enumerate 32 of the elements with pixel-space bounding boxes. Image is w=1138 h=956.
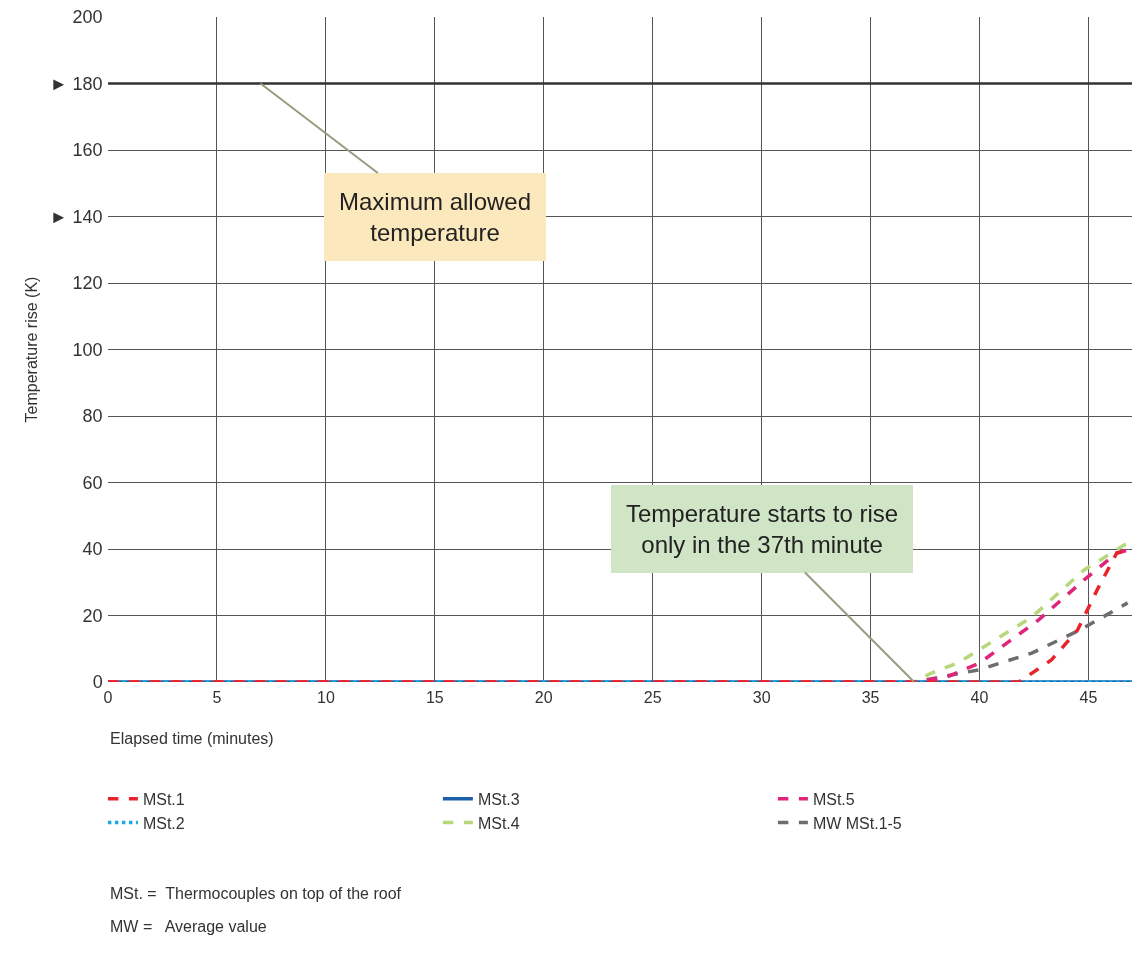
legend-label: MSt.5 — [812, 790, 855, 808]
x-tick-label: 30 — [752, 688, 771, 706]
y-tick-label: 120 — [72, 273, 103, 294]
annotation: Maximum allowed temperature — [339, 188, 532, 247]
x-axis-title: Elapsed time (minutes) — [110, 730, 274, 747]
legend-label: MSt.3 — [477, 790, 520, 808]
legend-label: MW MSt.1-5 — [812, 814, 902, 832]
y-tick-label: 0 — [92, 672, 103, 693]
y-tick-label: 80 — [82, 406, 103, 427]
y-tick-label: 160 — [72, 140, 103, 161]
y-tick-label: 200 — [72, 7, 103, 28]
annotation: Temperature starts to rise only in the 37th minute — [626, 500, 899, 559]
text: MSt. = Thermocouples on top of the roof — [110, 885, 402, 902]
x-tick-label: 20 — [534, 688, 553, 706]
y-tick-label: ► 140 — [49, 206, 103, 227]
x-tick-label: 40 — [970, 688, 989, 706]
y-tick-label: 40 — [82, 539, 103, 560]
text: MW = Average value — [110, 918, 267, 935]
x-tick-label: 25 — [643, 688, 662, 706]
x-tick-label: 35 — [861, 688, 880, 706]
y-tick-label: ► 180 — [49, 73, 103, 94]
x-tick-label: 15 — [425, 688, 444, 706]
x-tick-label: 45 — [1079, 688, 1098, 706]
x-tick-label: 5 — [212, 688, 222, 706]
y-tick-label: 60 — [82, 472, 103, 493]
legend-label: MSt.2 — [142, 814, 185, 832]
legend-label: MSt.1 — [142, 790, 185, 808]
x-tick-label: 10 — [316, 688, 335, 706]
y-tick-label: 100 — [72, 339, 103, 360]
y-axis-title: Temperature rise (K) — [23, 276, 41, 423]
legend-label: MSt.4 — [477, 814, 520, 832]
y-tick-label: 20 — [82, 605, 103, 626]
